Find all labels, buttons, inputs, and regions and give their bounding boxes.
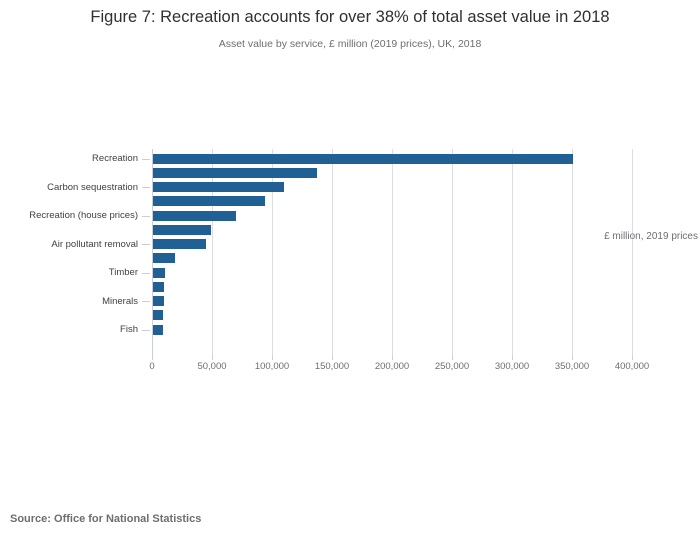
x-axis-tick-label: 0 — [149, 361, 155, 372]
bar-unlabeled-1 — [153, 167, 318, 178]
x-axis-tick-label: 300,000 — [494, 361, 530, 372]
x-axis-tick — [512, 355, 513, 360]
gridline — [572, 149, 573, 355]
x-axis-tick-label: 250,000 — [434, 361, 470, 372]
bar-recreation-house-prices — [153, 210, 237, 221]
x-axis-tick-label: 200,000 — [374, 361, 410, 372]
x-axis-tick — [212, 355, 213, 360]
bar-air-pollutant-removal — [153, 239, 206, 249]
bar-recreation — [153, 153, 573, 164]
x-axis-tick-label: 50,000 — [197, 361, 227, 372]
gridline — [212, 149, 213, 355]
category-label: Timber — [108, 267, 138, 278]
y-axis-tick — [142, 329, 150, 331]
y-axis-tick — [142, 158, 150, 160]
y-axis-tick — [142, 187, 150, 188]
plot-area: 0 50,000 100,000 150,000 200,000 250,000 300,0… — [29, 149, 668, 372]
y-axis-tick — [142, 215, 150, 217]
category-label: Fish — [120, 324, 138, 335]
bar-fish — [153, 324, 163, 335]
category-label: Recreation — [92, 153, 138, 164]
chart-subtitle: Asset value by service, £ million (2019 … — [218, 38, 482, 50]
bar-unlabeled-3 — [153, 196, 265, 207]
gridline — [512, 149, 513, 355]
y-axis-tick — [142, 244, 150, 245]
x-axis-tick-label: 100,000 — [254, 361, 290, 372]
x-axis-title: £ million, 2019 prices — [604, 231, 698, 242]
gridline — [392, 149, 393, 355]
category-label: Carbon sequestration — [47, 181, 138, 193]
x-axis-tick — [632, 355, 633, 360]
bar-unlabeled-5 — [153, 224, 211, 235]
x-axis-tick-label: 150,000 — [314, 361, 350, 372]
bar-timber — [153, 267, 166, 278]
y-axis-line — [152, 149, 153, 360]
chart-title: Figure 7: Recreation accounts for over 3… — [90, 8, 610, 26]
x-axis-tick — [332, 355, 333, 360]
x-axis-tick — [572, 355, 573, 360]
bar-unlabeled-7 — [153, 253, 175, 264]
x-axis-tick — [152, 355, 153, 360]
x-axis-tick-label: 350,000 — [554, 361, 590, 372]
category-label: Minerals — [102, 295, 138, 307]
y-axis-tick — [142, 272, 150, 274]
x-axis-tick — [272, 355, 273, 360]
gridline — [452, 149, 453, 355]
y-axis-tick — [142, 301, 150, 302]
source-note: Source: Office for National Statistics — [10, 513, 202, 525]
bar-unlabeled-11 — [153, 310, 164, 321]
gridline — [332, 149, 333, 355]
bar-unlabeled-9 — [153, 281, 165, 292]
bar-carbon-sequestration — [153, 182, 284, 192]
gridline — [272, 149, 273, 355]
x-axis-tick — [392, 355, 393, 360]
gridline — [632, 149, 633, 355]
category-label: Recreation (house prices) — [29, 210, 138, 221]
x-axis-tick-label: 400,000 — [614, 361, 650, 372]
x-axis-tick — [452, 355, 453, 360]
bar-minerals — [153, 296, 165, 306]
category-label: Air pollutant removal — [51, 238, 138, 250]
